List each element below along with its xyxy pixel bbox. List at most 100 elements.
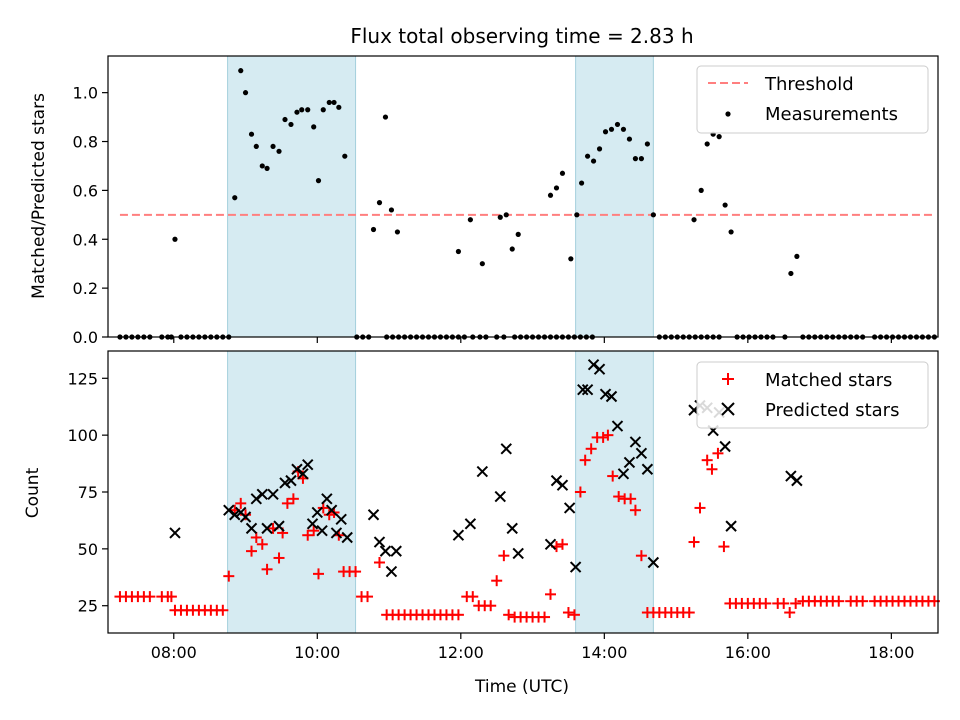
matched-star-point	[287, 493, 299, 505]
predicted-star-point	[785, 470, 797, 482]
measurement-point	[259, 163, 265, 169]
predicted-star-point	[321, 493, 333, 505]
predicted-star-point	[623, 456, 636, 469]
predicted-star-point	[719, 440, 731, 453]
measurement-point	[602, 129, 609, 135]
predicted-star-point	[647, 556, 660, 569]
measurement-point	[608, 126, 615, 132]
y-tick-label: 50	[78, 540, 98, 559]
matched-star-point	[485, 600, 497, 612]
measurement-point	[704, 141, 710, 147]
measurement-point	[242, 90, 249, 96]
predicted-star-point	[506, 522, 518, 535]
legend-predicted-swatch	[721, 402, 735, 416]
matched-star-point	[613, 491, 625, 503]
predicted-star-point	[629, 436, 642, 448]
measurement-point	[788, 270, 794, 277]
y-tick-label: 0.0	[73, 328, 98, 347]
legend-measurements-label: Measurements	[765, 104, 898, 125]
matched-star-point	[350, 566, 362, 578]
matched-star-point	[602, 429, 614, 441]
matched-star-point	[625, 493, 637, 505]
measurement-point	[382, 114, 389, 120]
measurement-point	[584, 153, 591, 159]
observing-window-1	[227, 55, 357, 338]
predicted-star-point	[311, 506, 324, 519]
measurement-point	[691, 217, 697, 223]
matched-star-point	[857, 595, 869, 607]
chart-title: Flux total observing time = 2.83 h	[350, 24, 693, 48]
matched-star-point	[261, 563, 273, 575]
predicted-star-point	[385, 565, 398, 578]
measurement-point	[559, 170, 566, 176]
measurement-point	[590, 158, 597, 164]
predicted-star-point	[581, 383, 594, 396]
predicted-star-point	[239, 511, 252, 523]
predicted-star-point	[494, 490, 506, 503]
measurement-point	[579, 180, 585, 186]
predicted-star-point	[373, 536, 386, 548]
matched-star-point	[712, 447, 724, 459]
predicted-star-point	[512, 547, 524, 560]
y-tick-label: 0.2	[73, 279, 98, 298]
measurement-point	[728, 229, 734, 235]
matched-star-point	[683, 607, 695, 619]
measurement-point	[326, 99, 332, 106]
y-tick-label: 100	[67, 426, 98, 445]
matched-star-point	[545, 588, 557, 600]
predicted-star-point	[302, 459, 314, 471]
predicted-star-point	[476, 465, 489, 478]
predicted-star-point	[577, 383, 589, 396]
matched-star-point	[718, 541, 730, 553]
predicted-star-point	[569, 561, 582, 573]
y-tick-label: 0.6	[73, 181, 98, 200]
matched-star-point	[302, 529, 314, 541]
predicted-star-point	[635, 447, 648, 460]
measurement-point	[547, 192, 554, 198]
matched-star-point	[165, 591, 177, 603]
measurement-point	[794, 253, 800, 259]
measurement-point	[342, 153, 348, 159]
predicted-star-point	[325, 504, 338, 516]
matched-star-point	[498, 550, 510, 562]
measurement-point	[264, 165, 270, 171]
x-tick-label: 08:00	[151, 643, 197, 662]
legend-predicted-label: Predicted stars	[765, 400, 899, 421]
predicted-star-point	[330, 527, 343, 539]
measurement-point	[553, 185, 560, 191]
measurement-point	[698, 187, 704, 193]
predicted-star-point	[593, 363, 606, 375]
matched-star-point	[217, 604, 229, 616]
measurement-point	[253, 143, 259, 150]
matched-star-point	[362, 591, 374, 603]
measurement-point	[305, 107, 311, 113]
y-tick-label: 75	[78, 483, 98, 502]
x-tick-label: 14:00	[581, 643, 627, 662]
predicted-star-point	[250, 493, 263, 505]
matched-star-point	[579, 454, 591, 466]
y-tick-label: 1.0	[73, 84, 98, 103]
bottom-xlabel: Time (UTC)	[474, 677, 569, 697]
measurement-point	[515, 231, 521, 237]
bottom-ylabel: Count	[23, 467, 43, 518]
predicted-star-point	[605, 390, 618, 403]
measurement-point	[568, 256, 574, 262]
observing-window-1	[227, 350, 357, 634]
matched-star-point	[556, 538, 568, 550]
y-tick-label: 0.8	[73, 133, 98, 152]
predicted-star-point	[367, 509, 380, 521]
matched-star-point	[144, 591, 156, 603]
matched-star-point	[256, 538, 268, 550]
predicted-star-point	[273, 520, 285, 532]
predicted-star-point	[587, 358, 600, 371]
matched-star-point	[235, 497, 247, 509]
predicted-star-point	[285, 474, 297, 487]
predicted-star-point	[279, 477, 291, 489]
predicted-star-point	[500, 443, 512, 455]
matched-star-point	[607, 470, 619, 482]
measurement-point	[574, 212, 580, 218]
matched-star-point	[503, 609, 515, 621]
measurement-point	[644, 141, 650, 147]
matched-star-point	[323, 509, 335, 521]
x-tick-label: 12:00	[438, 643, 484, 662]
